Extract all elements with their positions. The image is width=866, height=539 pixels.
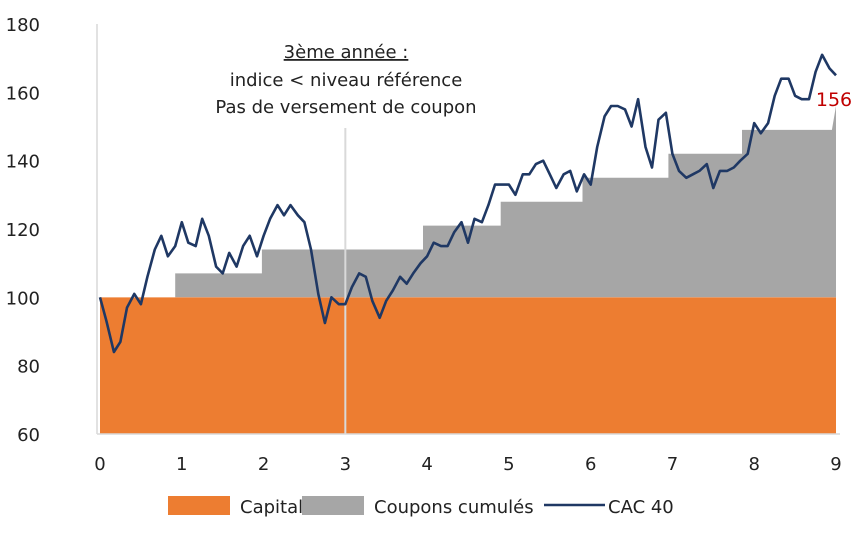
x-tick-label: 9 [830, 454, 841, 475]
x-axis-ticks: 0 1 2 3 4 5 6 7 8 9 [94, 454, 841, 475]
y-axis-ticks: 60 80 100 120 140 160 180 [6, 15, 40, 446]
y-tick-label: 180 [6, 15, 40, 36]
x-tick-label: 3 [340, 454, 351, 475]
y-tick-label: 160 [6, 83, 40, 104]
annotation-line-2: indice < niveau référence [230, 70, 463, 91]
x-tick-label: 6 [585, 454, 596, 475]
legend-label-capital: Capital [240, 497, 303, 518]
y-tick-label: 100 [6, 288, 40, 309]
capital-area [100, 297, 836, 434]
y-tick-label: 120 [6, 220, 40, 241]
x-tick-label: 8 [748, 454, 759, 475]
cac40-line [98, 53, 837, 354]
x-tick-label: 1 [176, 454, 187, 475]
legend: Capital Coupons cumulés CAC 40 [168, 496, 674, 518]
end-value-label: 156 [816, 89, 852, 111]
x-tick-label: 5 [503, 454, 514, 475]
legend-label-coupons: Coupons cumulés [374, 497, 534, 518]
legend-label-cac40: CAC 40 [608, 497, 674, 518]
y-tick-label: 60 [17, 425, 40, 446]
x-tick-label: 7 [667, 454, 678, 475]
axes [96, 24, 840, 435]
x-tick-label: 2 [258, 454, 269, 475]
x-tick-label: 0 [94, 454, 105, 475]
annotation: 3ème année : indice < niveau référence P… [215, 42, 476, 118]
y-tick-label: 80 [17, 357, 40, 378]
annotation-line-3: Pas de versement de coupon [215, 97, 476, 118]
annotation-line-1: 3ème année : [284, 42, 409, 63]
y-tick-label: 140 [6, 152, 40, 173]
legend-swatch-coupons [302, 496, 364, 515]
plot-area [98, 53, 837, 434]
x-tick-label: 4 [421, 454, 432, 475]
coupons-area [100, 106, 836, 298]
legend-swatch-capital [168, 496, 230, 515]
